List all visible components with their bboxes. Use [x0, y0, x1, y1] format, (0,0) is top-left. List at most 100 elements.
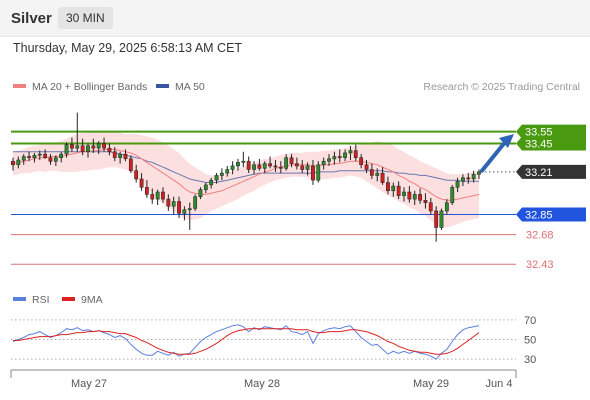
candle — [450, 184, 455, 206]
candle — [37, 150, 42, 161]
candle-body — [359, 157, 364, 166]
x-tick-label: May 27 — [71, 378, 107, 390]
ma50-legend-swatch — [156, 84, 169, 88]
candle — [337, 149, 342, 163]
candle — [86, 143, 90, 158]
candle — [434, 206, 439, 242]
candle-body — [64, 144, 69, 155]
candle — [27, 151, 31, 162]
timeframe-button[interactable]: 30 MIN — [58, 7, 113, 29]
candle-body — [128, 158, 133, 171]
candle — [428, 197, 433, 215]
candle — [214, 173, 219, 184]
candle-body — [466, 177, 471, 180]
candle-body — [155, 191, 160, 200]
candle — [144, 180, 149, 198]
candle-body — [461, 177, 465, 182]
candle-body — [53, 157, 58, 162]
candle — [48, 154, 53, 165]
candle-body — [423, 200, 428, 203]
ma20-legend-swatch — [13, 84, 26, 88]
candle — [311, 160, 315, 185]
candle — [402, 187, 406, 202]
candle-body — [214, 175, 219, 181]
candle-body — [37, 153, 42, 156]
candle — [343, 149, 347, 162]
candle-body — [123, 153, 128, 160]
candle — [198, 187, 203, 200]
candle-body — [177, 201, 181, 214]
candle-body — [300, 165, 305, 170]
ma50-legend-label: MA 50 — [175, 81, 205, 93]
candle — [332, 151, 337, 165]
candle — [182, 206, 187, 221]
candle — [380, 167, 385, 185]
candle-body — [337, 156, 342, 158]
candle-body — [48, 157, 53, 162]
candle — [32, 152, 37, 163]
candle-body — [32, 155, 37, 158]
candle — [284, 154, 289, 171]
candle — [359, 154, 364, 169]
candle-body — [455, 181, 460, 188]
candle-body — [262, 163, 267, 169]
x-tick-label: Jun 4 — [486, 378, 513, 390]
x-axis: May 27 May 28 May 29 Jun 4 — [10, 369, 517, 390]
candle — [107, 143, 112, 156]
price-tag-text: 32.43 — [526, 259, 554, 271]
candle-body — [70, 144, 74, 149]
candle — [53, 155, 58, 166]
candle-body — [444, 202, 449, 212]
symbol-title: Silver — [11, 10, 52, 27]
candle — [166, 194, 171, 211]
candle — [477, 169, 481, 179]
candle — [11, 157, 15, 171]
price-tag-text: 32.68 — [526, 230, 554, 242]
candle-body — [86, 145, 90, 152]
candle — [209, 177, 214, 189]
rsi-tick-label: 50 — [524, 335, 536, 347]
candle — [316, 161, 321, 183]
candle — [278, 161, 283, 174]
candle-body — [369, 169, 374, 176]
candle — [16, 156, 21, 169]
candle-body — [75, 145, 80, 149]
candle-body — [353, 150, 358, 158]
candle — [444, 199, 449, 215]
candle-body — [21, 156, 26, 161]
candle — [75, 112, 80, 152]
price-tag-32-43: 32.43 — [526, 259, 554, 271]
candle — [257, 158, 262, 171]
rsi-tick-label: 70 — [524, 315, 536, 327]
candle — [364, 160, 369, 174]
candle-body — [27, 156, 31, 158]
candle — [327, 154, 331, 166]
candle-body — [193, 196, 198, 209]
x-tick-label: May 28 — [244, 378, 280, 390]
candle — [96, 141, 101, 155]
candle-body — [284, 157, 289, 169]
candle — [461, 174, 465, 187]
candle — [375, 168, 380, 182]
candle — [118, 151, 123, 164]
bollinger-band-area — [13, 130, 479, 228]
price-tag-32-85: 32.85 — [516, 207, 586, 222]
candle-body — [171, 201, 176, 207]
candle-body — [402, 191, 406, 196]
candle-body — [219, 172, 224, 176]
candle — [203, 182, 208, 194]
candle-body — [396, 185, 401, 196]
candle-body — [434, 210, 439, 228]
candle-body — [43, 153, 48, 158]
candle-body — [230, 165, 235, 170]
candle-body — [364, 164, 369, 170]
candle-body — [428, 202, 433, 212]
candle-body — [278, 166, 283, 169]
candle-body — [16, 159, 21, 165]
candle-body — [182, 209, 187, 214]
candle-body — [203, 184, 208, 190]
candle-body — [316, 164, 321, 181]
candle-body — [118, 153, 123, 158]
candle-body — [139, 178, 144, 188]
